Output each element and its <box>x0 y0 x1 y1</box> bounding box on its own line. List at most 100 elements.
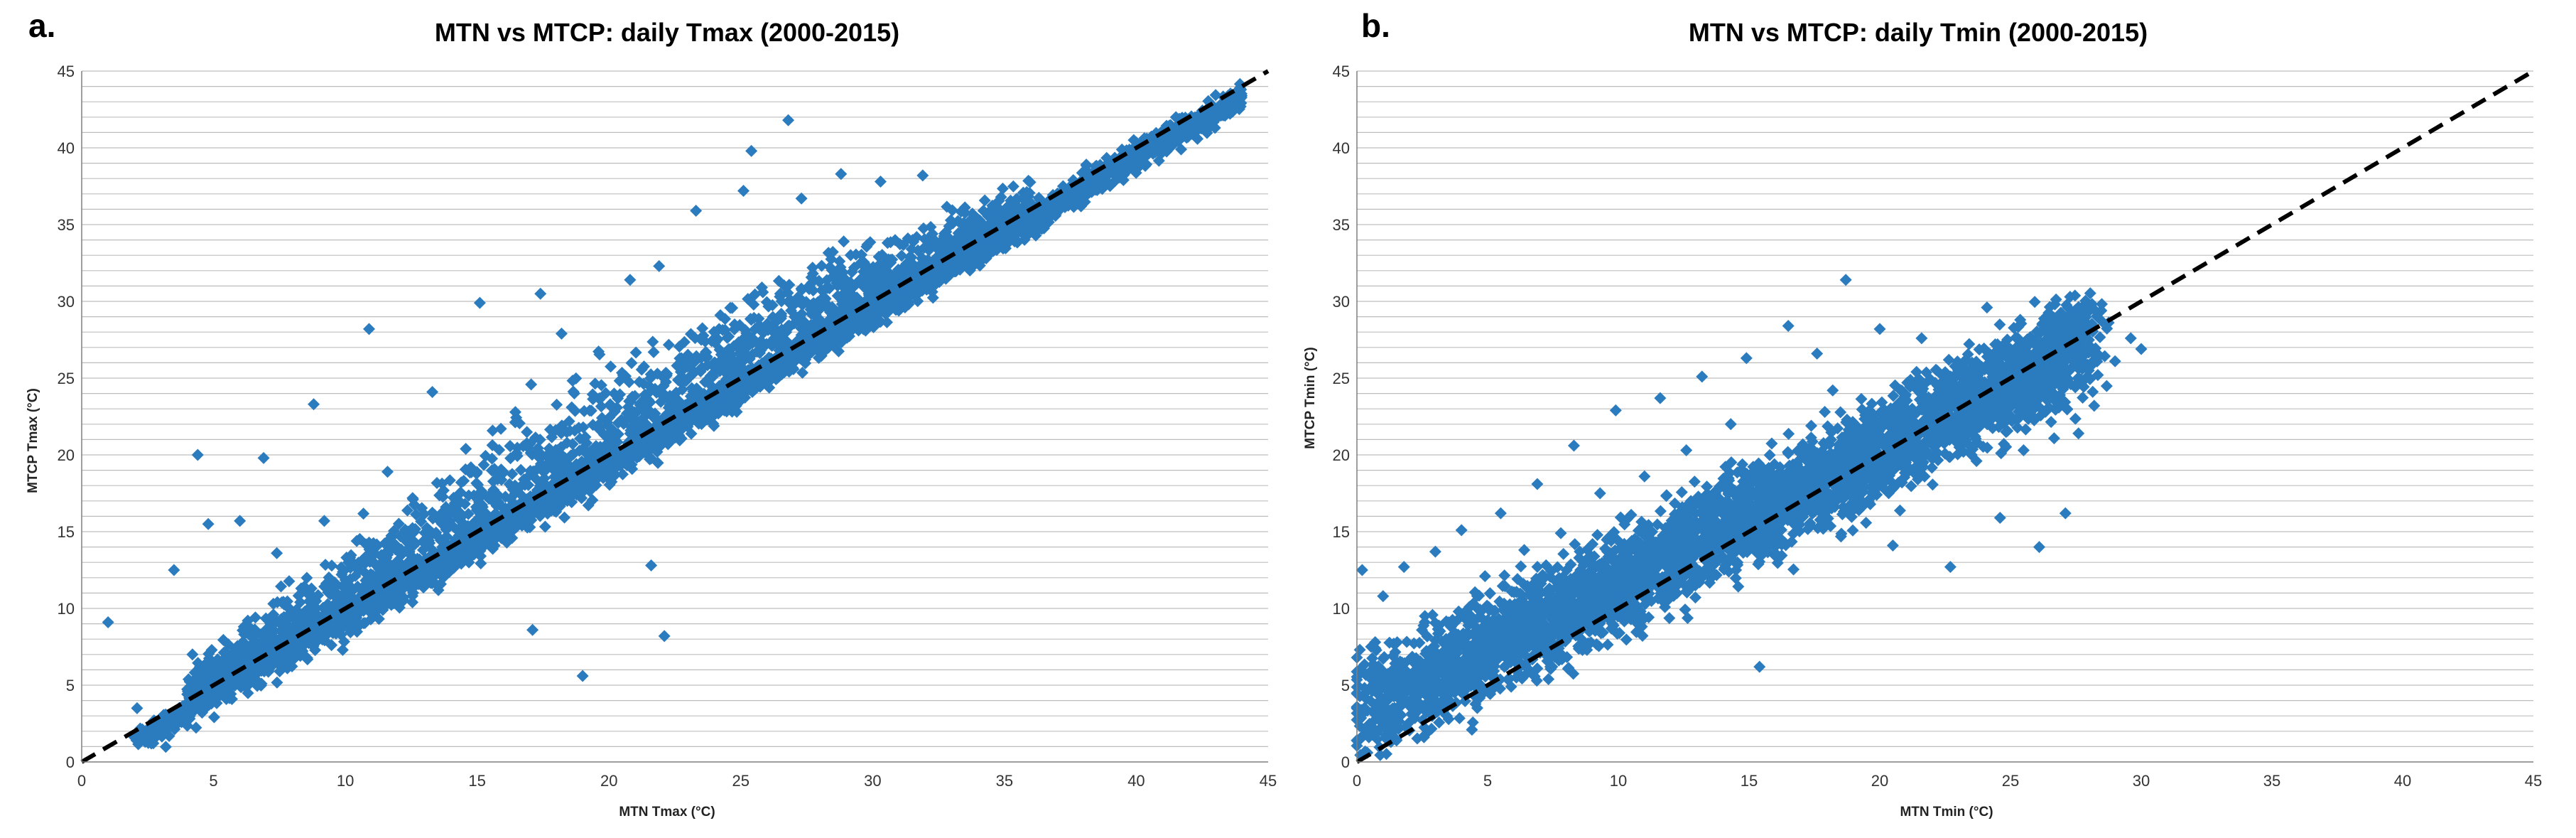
x-tick-label: 30 <box>864 772 881 790</box>
y-tick-label: 35 <box>1333 216 1350 234</box>
y-tick-label: 15 <box>1333 523 1350 541</box>
data-point <box>576 670 589 682</box>
data-point <box>539 520 551 533</box>
data-point <box>605 360 617 373</box>
y-tick-label: 25 <box>58 370 75 387</box>
panel-a-tmax: a. MTN vs MTCP: daily Tmax (2000-2015) 0… <box>26 7 1277 820</box>
data-point <box>257 451 270 464</box>
y-tick-label: 45 <box>58 63 75 80</box>
panel-a-x-tick-labels: 0 5 10 15 20 25 30 35 40 45 <box>77 772 1277 790</box>
x-tick-label: 40 <box>1127 772 1144 790</box>
panel-b-title: MTN vs MTCP: daily Tmin (2000-2015) <box>1689 18 2148 47</box>
x-tick-label: 5 <box>209 772 217 790</box>
x-tick-label: 10 <box>1610 772 1627 790</box>
data-point <box>625 357 638 370</box>
panel-b-y-tick-labels: 0 5 10 15 20 25 30 35 40 45 <box>1333 63 1350 771</box>
x-tick-label: 45 <box>2525 772 2542 790</box>
x-tick-label: 20 <box>600 772 617 790</box>
y-tick-label: 20 <box>58 446 75 464</box>
data-point <box>646 335 659 348</box>
data-point <box>473 296 486 309</box>
data-point <box>526 623 539 636</box>
data-point <box>271 676 283 689</box>
data-point <box>159 741 172 753</box>
y-tick-label: 30 <box>1333 293 1350 311</box>
data-point <box>191 448 204 461</box>
data-point <box>838 235 850 248</box>
data-point <box>381 466 394 478</box>
x-tick-label: 5 <box>1483 772 1492 790</box>
data-point <box>629 346 642 359</box>
y-tick-label: 35 <box>58 216 75 234</box>
data-point <box>726 301 739 314</box>
x-tick-label: 35 <box>996 772 1013 790</box>
data-point <box>624 274 637 286</box>
x-tick-label: 35 <box>2263 772 2280 790</box>
data-point <box>745 144 758 157</box>
data-point <box>301 571 313 584</box>
data-point <box>1007 180 1019 193</box>
data-point <box>131 702 144 714</box>
data-point <box>916 169 929 182</box>
y-tick-label: 10 <box>1333 600 1350 618</box>
panel-a-letter: a. <box>28 7 55 44</box>
data-point <box>207 711 220 724</box>
data-point <box>357 507 370 520</box>
x-tick-label: 0 <box>77 772 86 790</box>
y-tick-label: 5 <box>1341 677 1350 694</box>
panel-b-tmin: b. MTN vs MTCP: daily Tmin (2000-2015) 0… <box>1303 7 2542 820</box>
y-tick-label: 40 <box>58 139 75 157</box>
panel-a-y-tick-labels: 0 5 10 15 20 25 30 35 40 45 <box>58 63 75 771</box>
panel-a-data-points <box>102 77 1248 753</box>
data-point <box>690 205 703 217</box>
data-point <box>202 517 215 530</box>
data-point <box>982 249 995 262</box>
x-tick-label: 10 <box>337 772 354 790</box>
y-tick-label: 20 <box>1333 446 1350 464</box>
data-point <box>271 547 283 559</box>
y-tick-label: 40 <box>1333 139 1350 157</box>
data-point <box>190 721 202 734</box>
data-point <box>662 338 675 351</box>
data-point <box>658 630 671 643</box>
x-tick-label: 25 <box>732 772 749 790</box>
panel-a-y-axis-label: MTCP Tmax (°C) <box>26 388 40 493</box>
y-tick-label: 45 <box>1333 63 1350 80</box>
data-point <box>1000 242 1012 254</box>
data-point <box>475 557 487 570</box>
y-tick-label: 15 <box>58 523 75 541</box>
data-point <box>782 114 795 127</box>
data-point <box>645 559 658 572</box>
y-tick-label: 0 <box>1341 753 1350 771</box>
panel-a-title: MTN vs MTCP: daily Tmax (2000-2015) <box>435 18 899 47</box>
y-tick-label: 25 <box>1333 370 1350 387</box>
y-tick-label: 0 <box>66 753 75 771</box>
panel-a-x-axis-label: MTN Tmax (°C) <box>619 805 715 820</box>
data-point <box>242 687 254 699</box>
y-tick-label: 5 <box>66 677 75 694</box>
data-point <box>555 327 568 340</box>
y-tick-label: 10 <box>58 600 75 618</box>
data-point <box>426 385 439 398</box>
data-point <box>102 616 114 628</box>
data-point <box>534 287 547 300</box>
x-tick-label: 15 <box>1741 772 1758 790</box>
x-tick-label: 30 <box>2133 772 2150 790</box>
data-point <box>363 323 376 335</box>
x-tick-label: 0 <box>1353 772 1361 790</box>
data-point <box>168 564 180 576</box>
y-tick-label: 30 <box>58 293 75 311</box>
x-tick-label: 20 <box>1871 772 1888 790</box>
panel-b-letter: b. <box>1361 7 1390 44</box>
x-tick-label: 15 <box>468 772 485 790</box>
x-tick-label: 40 <box>2394 772 2411 790</box>
data-point <box>874 176 887 188</box>
panel-b-data-points <box>1351 274 2148 761</box>
x-tick-label: 45 <box>1260 772 1277 790</box>
data-point <box>1032 191 1045 204</box>
data-point <box>737 184 749 197</box>
data-point <box>525 378 538 391</box>
panel-b-x-tick-labels: 0 5 10 15 20 25 30 35 40 45 <box>1353 772 2542 790</box>
data-point <box>460 443 472 456</box>
